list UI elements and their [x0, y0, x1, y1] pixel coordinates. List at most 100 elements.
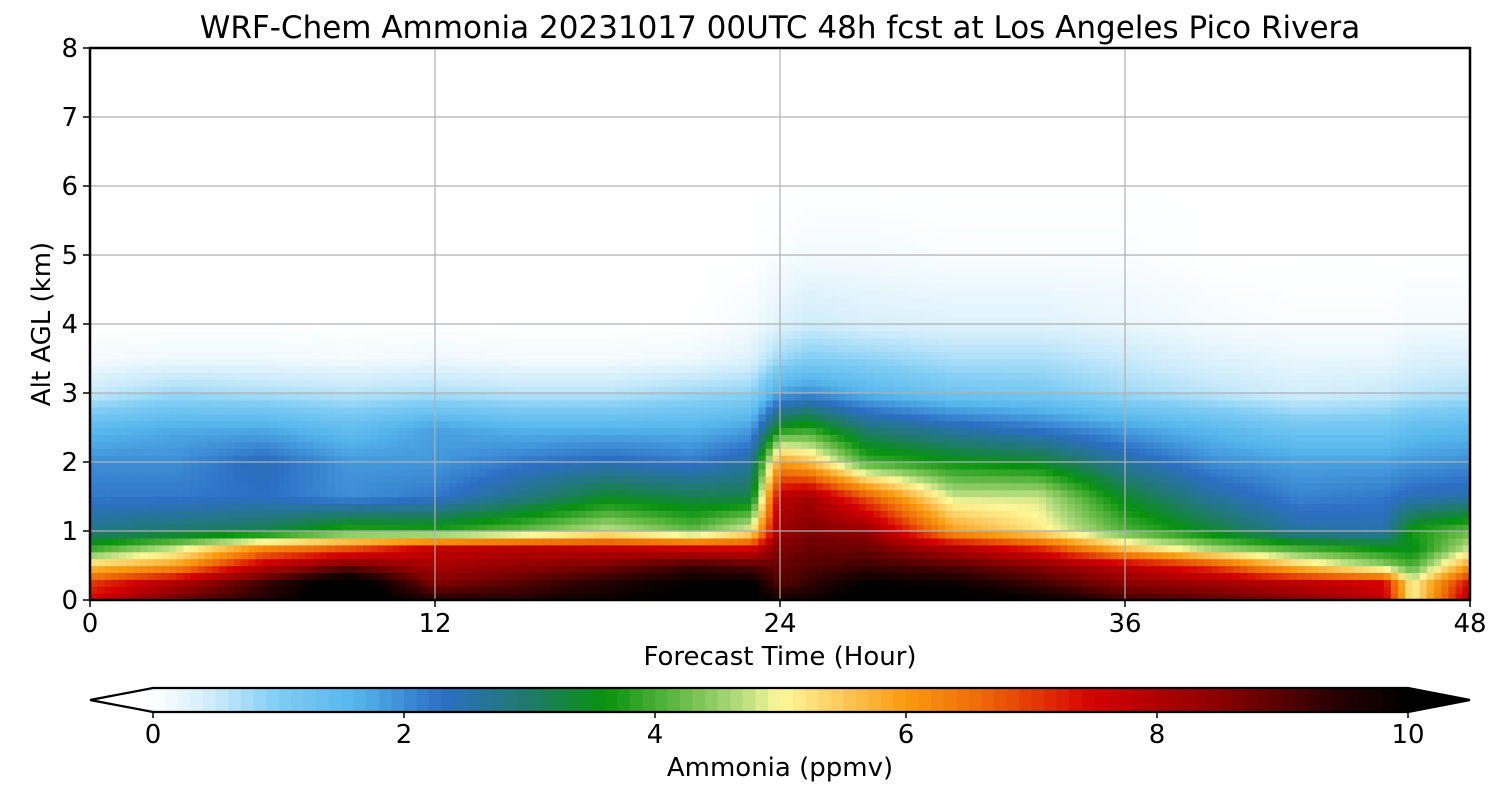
heatmap-cell — [808, 441, 817, 449]
heatmap-cell — [506, 468, 515, 477]
heatmap-cell — [456, 468, 465, 477]
heatmap-cell — [1038, 593, 1047, 600]
heatmap-cell — [600, 420, 609, 429]
heatmap-cell — [1369, 475, 1378, 484]
heatmap-cell — [104, 572, 113, 580]
heatmap-cell — [118, 572, 127, 580]
heatmap-cell — [1304, 468, 1313, 477]
heatmap-cell — [1376, 503, 1385, 511]
heatmap-cell — [693, 468, 702, 477]
heatmap-cell — [988, 427, 997, 435]
heatmap-cell — [1362, 544, 1370, 553]
heatmap-cell — [1117, 593, 1126, 600]
heatmap-cell — [1275, 434, 1284, 442]
heatmap-cell — [1060, 551, 1069, 560]
heatmap-cell — [420, 531, 429, 539]
heatmap-cell — [133, 468, 141, 477]
heatmap-cell — [837, 468, 846, 477]
heatmap-cell — [564, 586, 573, 594]
heatmap-cell — [765, 482, 774, 491]
heatmap-cell — [377, 524, 386, 532]
heatmap-cell — [1139, 462, 1148, 470]
heatmap-cell — [614, 572, 623, 580]
heatmap-cell — [478, 558, 486, 567]
heatmap-cell — [1204, 531, 1212, 539]
heatmap-cell — [708, 551, 716, 560]
heatmap-cell — [672, 593, 680, 600]
heatmap-cell — [729, 420, 738, 429]
heatmap-cell — [370, 427, 379, 435]
heatmap-cell — [406, 510, 415, 518]
heatmap-cell — [284, 434, 292, 442]
heatmap-cell — [284, 558, 292, 567]
heatmap-cell — [916, 427, 925, 435]
heatmap-cell — [974, 551, 982, 560]
heatmap-cell — [291, 489, 300, 498]
heatmap-cell — [758, 558, 767, 567]
heatmap-cell — [1031, 482, 1040, 491]
heatmap-cell — [1398, 468, 1406, 477]
heatmap-cell — [1426, 579, 1435, 587]
heatmap-cell — [859, 579, 867, 587]
heatmap-cell — [1089, 586, 1097, 594]
heatmap-cell — [1448, 531, 1457, 539]
heatmap-cell — [686, 558, 695, 567]
heatmap-cell — [1031, 551, 1040, 560]
heatmap-cell — [1189, 510, 1198, 518]
heatmap-cell — [923, 579, 932, 587]
heatmap-cell — [744, 468, 752, 477]
heatmap-cell — [787, 586, 795, 594]
heatmap-cell — [377, 572, 386, 580]
heatmap-cell — [391, 524, 400, 532]
heatmap-cell — [499, 441, 508, 449]
heatmap-cell — [959, 462, 968, 470]
heatmap-cell — [305, 517, 314, 525]
heatmap-cell — [1275, 468, 1284, 477]
heatmap-cell — [147, 524, 156, 532]
heatmap-cell — [125, 448, 134, 456]
heatmap-cell — [1455, 544, 1464, 553]
heatmap-cell — [1275, 524, 1284, 532]
heatmap-cell — [1153, 455, 1162, 463]
heatmap-cell — [859, 544, 867, 553]
heatmap-cell — [1024, 531, 1033, 539]
heatmap-cell — [1383, 551, 1392, 560]
heatmap-cell — [772, 558, 781, 567]
heatmap-cell — [542, 593, 551, 600]
heatmap-cell — [1031, 524, 1040, 532]
heatmap-cell — [794, 427, 803, 435]
heatmap-cell — [1319, 489, 1327, 498]
heatmap-cell — [693, 517, 702, 525]
heatmap-cell — [384, 537, 393, 546]
heatmap-cell — [607, 468, 616, 477]
heatmap-cell — [1146, 496, 1155, 504]
heatmap-cell — [305, 455, 314, 463]
heatmap-cell — [363, 572, 371, 580]
heatmap-cell — [248, 565, 256, 573]
heatmap-cell — [298, 455, 307, 463]
heatmap-cell — [902, 468, 910, 477]
heatmap-cell — [844, 551, 853, 560]
heatmap-cell — [499, 462, 508, 470]
heatmap-cell — [1455, 558, 1464, 567]
heatmap-cell — [104, 503, 113, 511]
heatmap-cell — [593, 586, 601, 594]
heatmap-cell — [938, 537, 946, 546]
heatmap-cell — [801, 558, 810, 567]
heatmap-cell — [1218, 517, 1227, 525]
heatmap-cell — [801, 434, 810, 442]
heatmap-cell — [219, 496, 228, 504]
heatmap-cell — [506, 462, 515, 470]
heatmap-cell — [1002, 510, 1011, 518]
heatmap-cell — [1024, 489, 1033, 498]
heatmap-cell — [564, 593, 573, 600]
heatmap-cell — [1024, 434, 1033, 442]
heatmap-cell — [1261, 531, 1270, 539]
heatmap-cell — [930, 537, 939, 546]
heatmap-cell — [1247, 551, 1255, 560]
heatmap-cell — [629, 434, 637, 442]
heatmap-cell — [959, 434, 968, 442]
heatmap-cell — [449, 593, 458, 600]
heatmap-cell — [1383, 579, 1392, 587]
heatmap-cell — [233, 441, 242, 449]
